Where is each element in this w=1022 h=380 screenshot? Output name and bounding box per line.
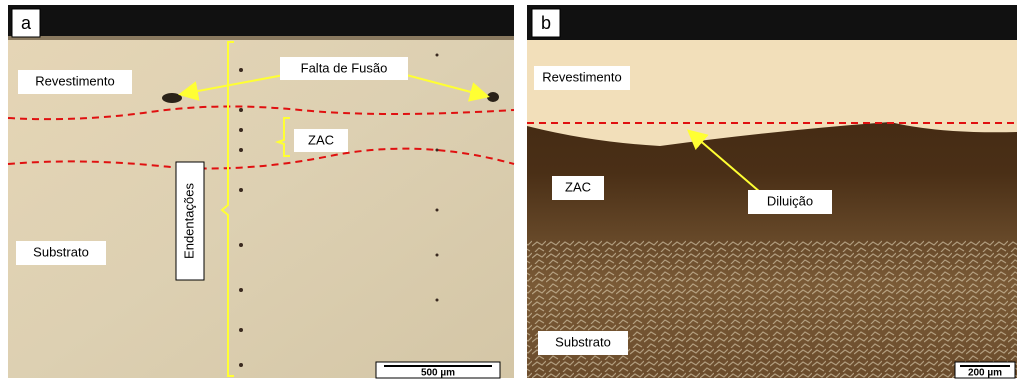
dark-band: [527, 5, 1017, 40]
grain-structure: [527, 240, 1017, 378]
annotation: Revestimento: [542, 69, 621, 84]
panel-b: b Revestimento ZAC Diluição Substrato 20…: [527, 5, 1017, 379]
scale-bar-label: 200 µm: [968, 368, 1002, 379]
annotation: Substrato: [555, 334, 611, 349]
scale-bar-label: 500 µm: [421, 368, 455, 379]
panel-a: a Revestimento Falta de Fusão ZAC Endent…: [8, 5, 514, 379]
annotation: Diluição: [767, 193, 813, 208]
annotation: ZAC: [565, 179, 591, 194]
panel-label: a: [21, 13, 32, 33]
defect: [162, 93, 182, 103]
panel-label: b: [541, 13, 551, 33]
micrograph: [8, 5, 514, 378]
dark-band: [8, 5, 514, 38]
annotation: ZAC: [308, 132, 334, 147]
coating: [527, 40, 1017, 146]
defect: [487, 92, 499, 102]
annotation: Falta de Fusão: [301, 60, 388, 75]
annotation: Revestimento: [35, 73, 114, 88]
annotation: Endentações: [181, 183, 196, 259]
edge: [8, 36, 514, 40]
figure: a Revestimento Falta de Fusão ZAC Endent…: [0, 0, 1022, 380]
annotation: Substrato: [33, 244, 89, 259]
